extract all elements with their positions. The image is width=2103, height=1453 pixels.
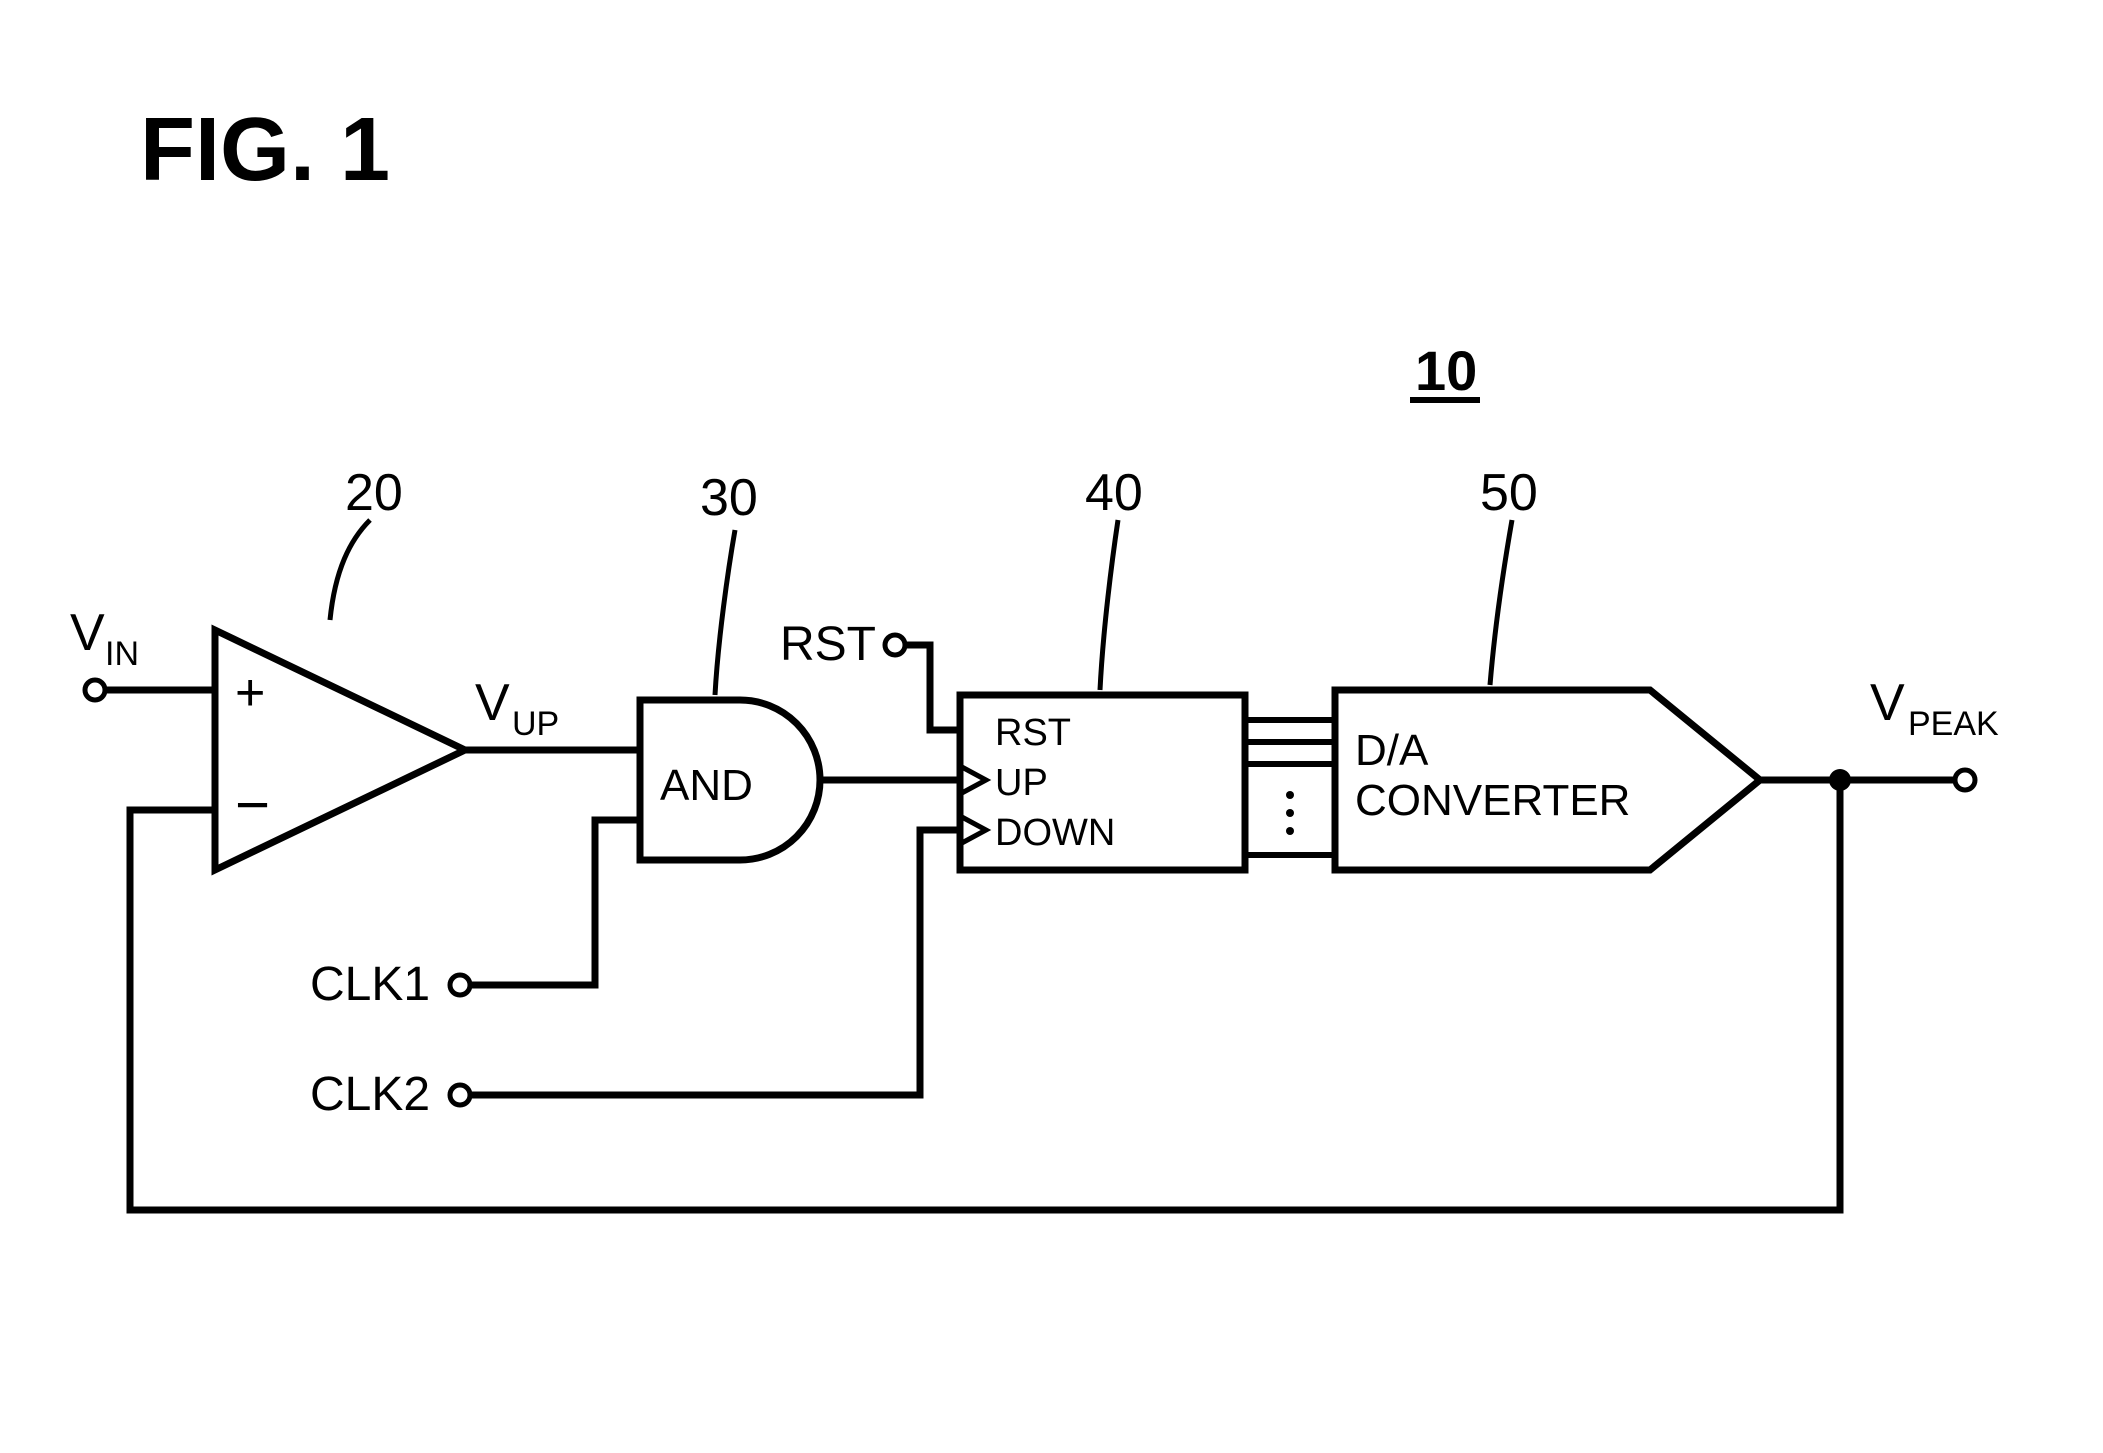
and-ref: 30 bbox=[700, 469, 758, 527]
figure-title: FIG. 1 bbox=[140, 100, 390, 200]
counter-ref: 40 bbox=[1085, 464, 1143, 522]
vpeak-output: V PEAK bbox=[1760, 674, 1999, 791]
comparator-ref: 20 bbox=[345, 464, 403, 522]
dac-line1: D/A bbox=[1355, 726, 1429, 775]
vup-label: V bbox=[475, 674, 510, 732]
bus-counter-to-dac bbox=[1245, 720, 1335, 855]
vin-signal: V IN bbox=[70, 604, 215, 700]
comparator-plus: + bbox=[235, 664, 265, 722]
counter-down-pin: DOWN bbox=[995, 812, 1115, 854]
and-label: AND bbox=[660, 761, 753, 810]
vpeak-label: V bbox=[1870, 674, 1905, 732]
clk1-signal: CLK1 bbox=[310, 820, 640, 1011]
circuit-ref-label: 10 bbox=[1415, 339, 1477, 402]
vpeak-sub: PEAK bbox=[1908, 705, 1999, 743]
vup-sub: UP bbox=[512, 705, 559, 743]
clk2-label: CLK2 bbox=[310, 1068, 430, 1121]
counter-rst-pin: RST bbox=[995, 712, 1071, 754]
clk1-label: CLK1 bbox=[310, 958, 430, 1011]
circuit-ref-10: 10 bbox=[1410, 339, 1480, 402]
rst-signal: RST bbox=[780, 618, 960, 730]
counter-block: RST UP DOWN 40 bbox=[960, 464, 1245, 870]
dac-line2: CONVERTER bbox=[1355, 776, 1630, 825]
vin-sub: IN bbox=[105, 635, 139, 673]
circuit-diagram: FIG. 1 10 + − 20 V IN V UP AND 30 CLK bbox=[0, 0, 2103, 1453]
dac-ref: 50 bbox=[1480, 464, 1538, 522]
counter-up-pin: UP bbox=[995, 762, 1048, 804]
vup-label-group: V UP bbox=[475, 674, 559, 743]
rst-label: RST bbox=[780, 618, 876, 671]
comparator-block: + − 20 bbox=[215, 464, 465, 870]
dac-block: D/A CONVERTER 50 bbox=[1335, 464, 1760, 870]
comparator-minus: − bbox=[235, 771, 270, 838]
vin-label: V bbox=[70, 604, 105, 662]
